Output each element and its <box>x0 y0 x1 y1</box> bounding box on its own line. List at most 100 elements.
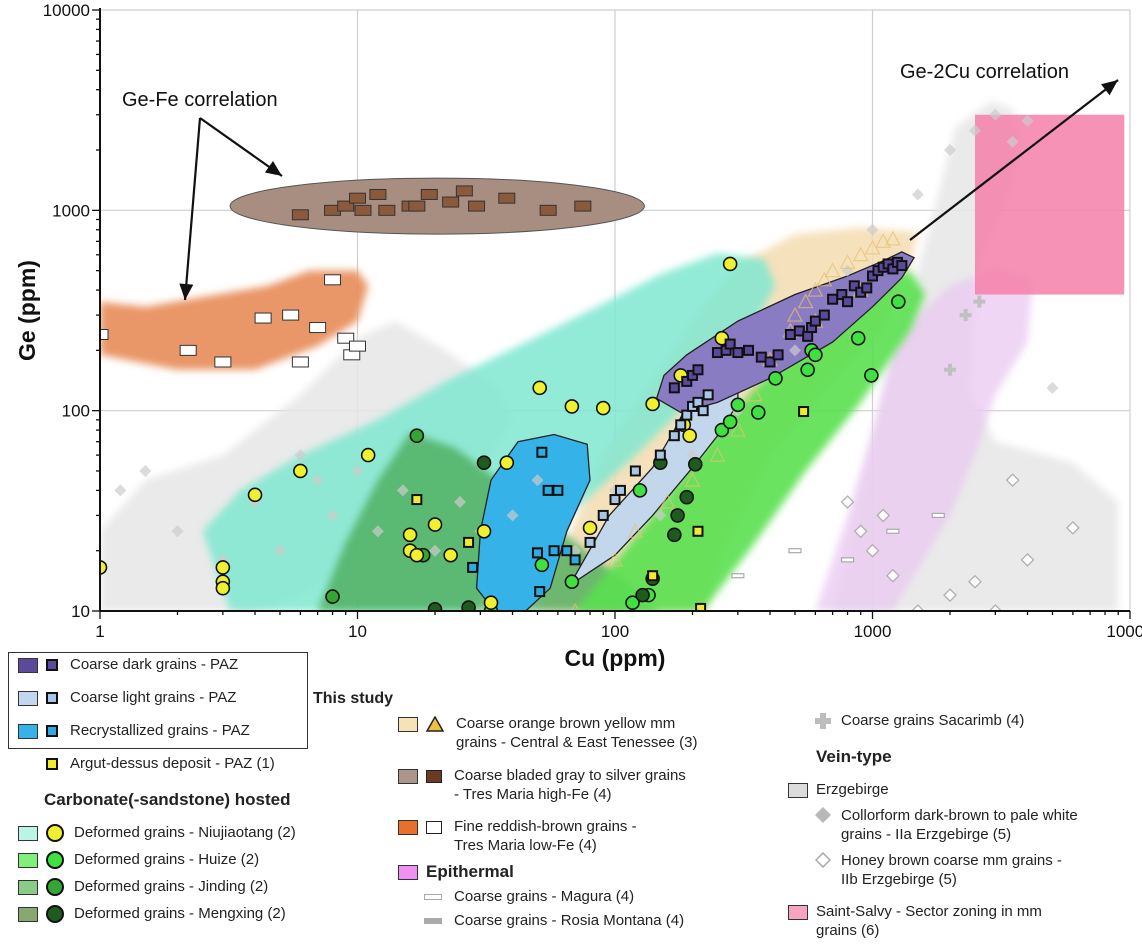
data-point <box>724 338 736 350</box>
y-tick-label: 1000 <box>52 201 90 220</box>
carbonate-heading: Carbonate(-sandstone) hosted <box>44 790 291 809</box>
legend-item-mengxing: Deformed grains - Mengxing (2) <box>18 904 286 923</box>
legend-label: Erzgebirge <box>816 781 889 798</box>
data-point <box>536 446 548 458</box>
legend-label: Recrystallized grains - PAZ <box>70 722 250 739</box>
data-point <box>865 543 880 558</box>
arrow-ge-fe-right-head <box>264 161 282 176</box>
data-point <box>852 246 869 262</box>
this-study-box <box>8 652 308 749</box>
arrow-ge-fe-left <box>183 117 202 301</box>
data-point <box>337 200 355 212</box>
legend-label-line: - Tres Maria high-Fe (4) <box>454 786 612 803</box>
data-point <box>836 289 848 301</box>
data-point <box>866 223 879 236</box>
legend-swatch <box>398 820 418 835</box>
data-point <box>349 340 366 352</box>
data-point <box>294 449 307 462</box>
legend-item-sacarimb: Coarse grains Sacarimb (4) <box>815 711 1024 730</box>
data-point <box>325 589 340 604</box>
data-point <box>809 315 821 327</box>
legend-item-iia: Collorform dark-brown to pale white grain… <box>815 806 1078 844</box>
legend-item-tres-maria-low: Fine reddish-brown grains - Tres Maria lo… <box>398 817 637 855</box>
data-point <box>659 493 676 509</box>
data-point <box>722 256 738 272</box>
data-point <box>574 200 592 212</box>
data-point <box>750 405 766 420</box>
legend-label: Coarse dark grains - PAZ <box>70 656 239 673</box>
data-point <box>808 347 823 363</box>
data-point <box>324 274 342 286</box>
legend-label-line: Coarse bladed gray to silver grains <box>454 767 686 784</box>
y-tick-label: 10000 <box>43 1 90 20</box>
legend-item-coarse-light: Coarse light grains - PAZ <box>18 688 236 707</box>
data-point <box>876 508 891 523</box>
data-point <box>326 509 339 522</box>
legend-label: Deformed grains - Jinding (2) <box>74 878 269 895</box>
data-point <box>764 356 776 368</box>
legend-swatch <box>18 724 38 739</box>
legend-label-line: Coarse orange brown yellow mm <box>456 715 676 732</box>
data-point <box>215 580 231 596</box>
data-point <box>453 496 466 509</box>
data-point <box>396 484 409 497</box>
data-point <box>483 595 499 611</box>
legend-marker <box>46 905 64 923</box>
data-point <box>841 264 854 277</box>
data-point <box>561 545 573 557</box>
data-point <box>467 561 479 573</box>
data-point <box>282 309 300 321</box>
data-point <box>455 185 473 197</box>
arrow-ge-2cu-head <box>1101 80 1118 96</box>
region-paz-recrystallized <box>475 433 591 611</box>
data-point <box>564 399 580 414</box>
data-point <box>850 330 866 346</box>
y-tick-label: 10 <box>71 602 90 621</box>
annotation-ge-2cu: Ge-2Cu correlation <box>900 61 1069 83</box>
data-point <box>179 344 197 356</box>
legend-marker <box>46 659 58 671</box>
data-point <box>625 595 640 611</box>
data-point <box>786 306 803 322</box>
legend-label-line: grains - IIa Erzgebirge (5) <box>841 826 1012 843</box>
data-point <box>411 494 423 506</box>
data-point <box>293 463 308 479</box>
legend-marker <box>46 851 64 869</box>
data-point <box>875 233 892 248</box>
data-point <box>534 586 546 598</box>
x-tick-label: 1 <box>95 622 104 641</box>
legend-label-line: Tres Maria low-Fe (4) <box>454 837 597 854</box>
legend-label: Coarse grains - Magura (4) <box>454 888 635 905</box>
data-point <box>853 524 868 539</box>
data-point <box>988 604 1003 611</box>
region-niujiaotang <box>202 253 776 611</box>
legend-item-saint-salvy: Saint-Salvy - Sector zoning in mm grains … <box>788 902 1042 940</box>
legend-label-line: grains - Central & East Tenessee (3) <box>456 734 698 751</box>
legend-swatch <box>788 783 808 798</box>
data-point <box>731 573 745 579</box>
data-point <box>427 601 443 611</box>
legend-marker <box>426 716 444 732</box>
data-point <box>864 368 879 383</box>
legend-marker <box>815 713 831 729</box>
data-point <box>629 465 641 477</box>
legend-label: Coarse grains Sacarimb (4) <box>841 712 1025 729</box>
data-point <box>910 604 925 611</box>
data-point <box>552 484 564 496</box>
legend-label-line: IIb Erzgebirge (5) <box>841 871 957 888</box>
data-point <box>768 371 783 386</box>
data-point <box>100 560 108 575</box>
legend-marker <box>424 918 442 924</box>
data-point <box>788 548 802 554</box>
data-point <box>614 484 626 496</box>
vein-type-heading: Vein-type <box>816 747 892 766</box>
data-point <box>360 447 376 463</box>
data-point <box>824 262 841 278</box>
x-tick-label: 10000 <box>1106 622 1142 641</box>
data-point <box>247 487 263 503</box>
data-point <box>896 260 908 272</box>
legend-marker <box>46 758 58 770</box>
legend-label: Deformed grains - Niujiaotang (2) <box>74 824 296 841</box>
legend-item-tres-maria-high: Coarse bladed gray to silver grains - Tre… <box>398 766 686 804</box>
data-point <box>1046 381 1059 394</box>
